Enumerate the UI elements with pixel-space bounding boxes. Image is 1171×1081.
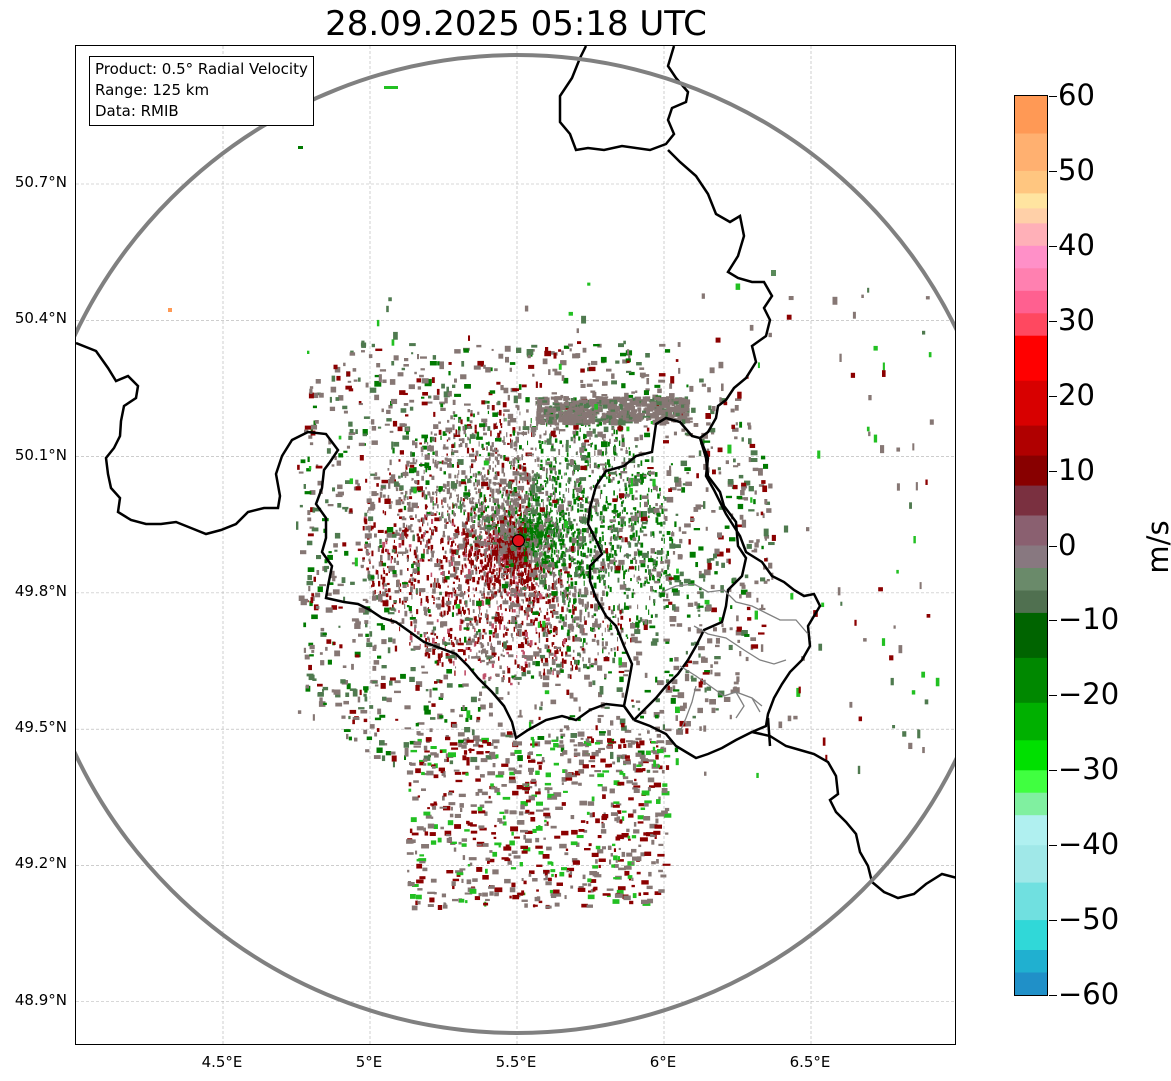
colorbar-tick-label: 50 xyxy=(1058,152,1095,187)
border-de-be-north xyxy=(558,46,690,152)
border-lux-de-line xyxy=(766,717,772,747)
colorbar-unit-label: m/s xyxy=(1141,520,1171,574)
lat-tick-label: 50.4°N xyxy=(14,309,67,328)
velocity-colorbar xyxy=(1014,95,1048,996)
border-de-be-mid xyxy=(667,149,774,439)
colorbar-tick xyxy=(1049,695,1057,697)
colorbar-tick xyxy=(1049,395,1057,397)
colorbar-tick xyxy=(1049,995,1057,996)
lon-tick-label: 6.5°E xyxy=(789,1053,831,1071)
colorbar-tick xyxy=(1049,545,1057,547)
data-source-label: Data: RMIB xyxy=(95,102,179,120)
lat-tick-label: 49.2°N xyxy=(14,854,67,873)
country-borders xyxy=(76,46,955,900)
radar-site-marker[interactable] xyxy=(511,534,526,548)
lat-tick-label: 49.8°N xyxy=(14,581,67,600)
product-label: Product: 0.5° Radial Velocity xyxy=(95,60,308,78)
colorbar-tick-label: 40 xyxy=(1058,227,1095,262)
colorbar-gradient xyxy=(1015,96,1047,995)
colorbar-tick-label: 60 xyxy=(1058,78,1095,112)
colorbar-tick-label: 20 xyxy=(1058,377,1095,412)
colorbar-tick xyxy=(1049,470,1057,472)
radar-map[interactable] xyxy=(75,45,956,1045)
lat-tick-label: 49.5°N xyxy=(14,718,67,737)
lon-tick-label: 5.5°E xyxy=(495,1053,537,1071)
range-label: Range: 125 km xyxy=(95,81,210,99)
product-info-box: Product: 0.5° Radial Velocity Range: 125… xyxy=(89,56,314,126)
colorbar-tick-label: 30 xyxy=(1058,302,1095,337)
colorbar-tick xyxy=(1049,320,1057,322)
colorbar-tick-label: −60 xyxy=(1058,977,1120,1011)
internal-boundary-4 xyxy=(679,685,761,733)
colorbar-tick-label: 10 xyxy=(1058,452,1095,487)
border-luxembourg xyxy=(586,416,748,721)
colorbar-tick-label: −20 xyxy=(1058,677,1120,712)
lat-tick-label: 48.9°N xyxy=(14,990,67,1009)
internal-boundary xyxy=(661,583,809,635)
colorbar-tick xyxy=(1049,620,1057,622)
internal-boundary-2 xyxy=(693,625,787,665)
lat-tick-label: 50.7°N xyxy=(14,173,67,191)
velocity-echoes xyxy=(168,86,940,911)
lon-tick-label: 5°E xyxy=(355,1053,383,1071)
colorbar-tick xyxy=(1049,96,1057,97)
range-ring xyxy=(76,53,955,1035)
map-title: 28.09.2025 05:18 UTC xyxy=(325,4,707,44)
radar-map-canvas xyxy=(76,46,955,1044)
colorbar-tick xyxy=(1049,245,1057,247)
colorbar-tick-label: −10 xyxy=(1058,602,1120,637)
lat-tick-label: 50.1°N xyxy=(14,445,67,464)
lon-tick-label: 4.5°E xyxy=(201,1053,243,1071)
colorbar-tick xyxy=(1049,845,1057,847)
colorbar-tick xyxy=(1049,920,1057,922)
border-be-fr xyxy=(76,341,636,741)
colorbar-tick-label: −50 xyxy=(1058,902,1120,937)
colorbar-tick xyxy=(1049,170,1057,172)
border-fr-de-south xyxy=(633,718,955,900)
colorbar-tick-label: −40 xyxy=(1058,827,1120,862)
border-de-east xyxy=(698,437,822,734)
colorbar-tick-label: −30 xyxy=(1058,752,1120,787)
colorbar-tick-label: 0 xyxy=(1058,527,1077,562)
colorbar-tick xyxy=(1049,770,1057,772)
lon-tick-label: 6°E xyxy=(649,1053,677,1071)
